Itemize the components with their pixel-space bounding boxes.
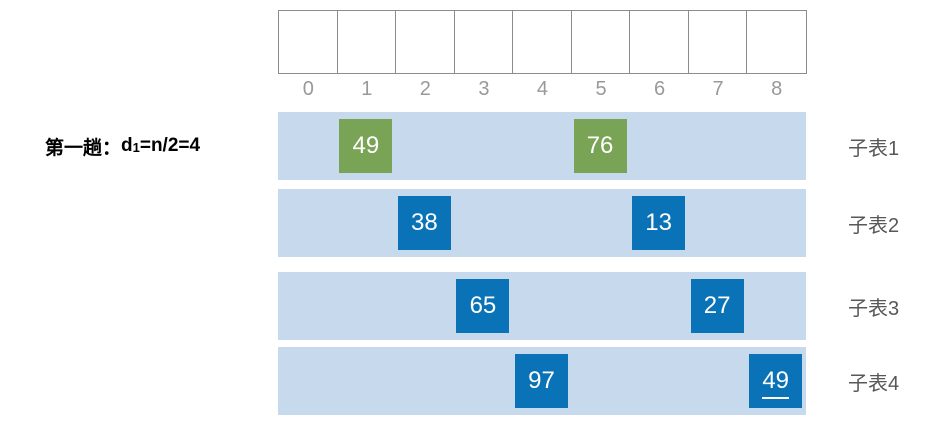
index-label-8: 8 [771,78,783,100]
value-box-index-4: 97 [515,354,568,408]
value-text: 76 [586,132,614,159]
index-label-7: 7 [712,78,724,100]
pass-label-prefix: 第一趟： [45,137,122,159]
pass-label: 第一趟： d 1 =n/2=4 [45,112,200,180]
value-box-index-7: 27 [690,279,744,333]
pass-label-var: d [121,135,133,156]
index-label-0: 0 [302,78,314,100]
index-label-3: 3 [478,78,490,100]
sublist-label-1: 子表1 [848,137,900,160]
array-index-row: 0 1 2 3 4 5 6 7 8 [279,77,806,101]
sublist-band-2: 38 13 [278,189,806,257]
sublist-label-2: 子表2 [848,214,900,237]
index-label-1: 1 [361,78,373,100]
array-grid [278,10,807,74]
sublist-label-4: 子表4 [848,372,900,395]
sublist-band-1: 49 76 [278,112,806,180]
sublist-label-3: 子表3 [848,297,900,320]
value-box-index-5: 76 [573,119,627,173]
value-box-index-8: 49 [749,354,803,408]
index-label-2: 2 [419,78,431,100]
value-box-index-3: 65 [456,279,510,333]
array-cell-2 [396,11,455,73]
array-cell-8 [747,11,806,73]
value-text: 38 [411,209,438,236]
index-label-4: 4 [536,78,549,100]
array-cell-6 [630,11,689,73]
array-cell-5 [571,11,631,73]
array-cell-7 [688,11,748,73]
value-box-index-2: 38 [397,196,451,250]
value-box-index-1: 49 [339,119,393,173]
index-label-6: 6 [653,78,666,100]
array-cell-1 [337,11,397,73]
index-label-5: 5 [595,78,607,100]
pass-label-formula: =n/2=4 [139,135,201,156]
sublist-band-3: 65 27 [278,272,806,340]
sublist-band-4: 97 49 [278,347,806,415]
value-text: 97 [528,367,555,394]
array-cell-4 [513,11,572,73]
value-text: 27 [703,292,731,319]
value-text: 13 [645,209,672,236]
value-text: 65 [469,292,497,319]
array-cell-3 [454,11,514,73]
value-text: 49 [352,132,380,159]
array-cell-0 [279,11,338,73]
value-box-index-6: 13 [632,196,686,250]
value-text: 49 [762,367,790,399]
